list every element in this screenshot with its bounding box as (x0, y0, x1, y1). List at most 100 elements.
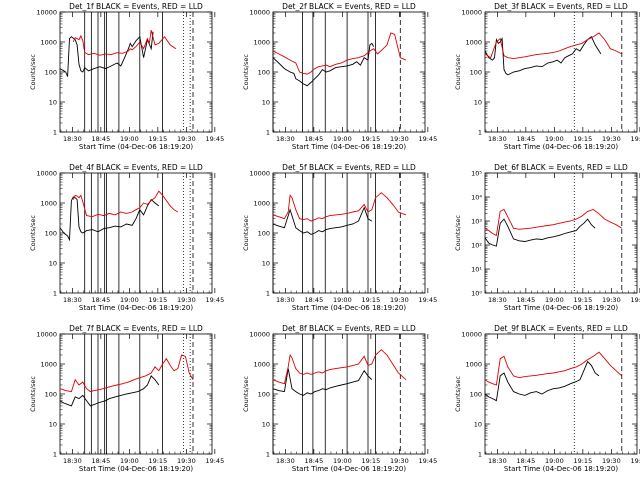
events-series (272, 42, 375, 87)
y-tick-label: 100 (45, 69, 57, 77)
y-tick-label: 1 (53, 451, 57, 459)
y-tick-label: 10000 (249, 170, 270, 178)
events-series (484, 36, 602, 76)
x-tick-label: 19:45 (418, 296, 437, 304)
x-tick-label: 18:30 (276, 135, 295, 143)
lld-series (484, 32, 623, 60)
y-axis-label: Counts/sec (454, 376, 462, 412)
chart-panel-2: Det_2f BLACK = Events, RED = LLD 1 10 100 10… (242, 2, 437, 151)
y-tick-label: 10¹ (471, 266, 482, 274)
lld-series (272, 192, 407, 222)
x-tick-label: 19:00 (545, 296, 564, 304)
x-tick-label: 18:45 (304, 457, 323, 465)
lld-series (272, 32, 407, 75)
plot-frame (484, 333, 638, 455)
x-tick-label: 19:00 (120, 296, 139, 304)
y-tick-label: 1000 (465, 361, 482, 369)
x-tick-label: 19:30 (602, 296, 621, 304)
x-tick-label: 18:45 (304, 296, 323, 304)
y-tick-label: 10⁵ (471, 170, 482, 178)
y-tick-label: 10 (262, 421, 270, 429)
y-tick-label: 10³ (471, 218, 482, 226)
y-tick-label: 10 (474, 421, 482, 429)
plot-frame (484, 11, 638, 133)
y-tick-label: 10 (49, 99, 57, 107)
x-axis-label: Start Time (04-Dec-06 18:19:20) (79, 143, 193, 151)
x-axis-label: Start Time (04-Dec-06 18:19:20) (292, 143, 406, 151)
x-tick-label: 19:30 (177, 135, 196, 143)
x-tick-label: 19:00 (545, 457, 564, 465)
y-tick-label: 10 (474, 99, 482, 107)
chart-panel-1: Det_1f BLACK = Events, RED = LLD 1 10 100 10… (29, 2, 224, 151)
x-tick-label: 18:30 (63, 296, 82, 304)
y-tick-label: 10² (471, 242, 482, 250)
y-tick-label: 100 (258, 69, 270, 77)
events-series (484, 360, 600, 402)
x-tick-label: 19:15 (573, 135, 592, 143)
x-tick-label: 18:45 (516, 296, 535, 304)
plot-frame (272, 11, 426, 133)
y-tick-label: 1000 (253, 200, 270, 208)
chart-panel-5: Det_5f BLACK = Events, RED = LLD 1 10 100 10… (242, 163, 437, 312)
x-tick-label: 19:00 (333, 296, 352, 304)
x-tick-label: 19:15 (573, 457, 592, 465)
x-tick-label: 19:30 (602, 457, 621, 465)
y-tick-label: 1 (53, 290, 57, 298)
y-tick-label: 10 (262, 99, 270, 107)
x-tick-label: 18:30 (488, 457, 507, 465)
y-tick-label: 10000 (461, 9, 482, 17)
x-axis-label: Start Time (04-Dec-06 18:19:20) (504, 465, 618, 473)
x-tick-label: 19:45 (630, 296, 640, 304)
lld-series (484, 208, 623, 237)
x-tick-label: 18:45 (91, 135, 110, 143)
x-tick-label: 19:15 (361, 135, 380, 143)
events-series (272, 206, 373, 235)
x-tick-label: 19:45 (205, 296, 224, 304)
y-axis-label: Counts/sec (29, 376, 37, 412)
y-tick-label: 1 (266, 451, 270, 459)
y-axis-label: Counts/sec (29, 215, 37, 251)
x-tick-label: 18:30 (63, 135, 82, 143)
y-tick-label: 100 (45, 391, 57, 399)
y-tick-label: 1 (266, 290, 270, 298)
y-tick-label: 100 (258, 230, 270, 238)
x-tick-label: 19:45 (418, 457, 437, 465)
plot-frame (272, 333, 426, 455)
x-tick-label: 19:15 (148, 135, 167, 143)
lld-series (72, 29, 177, 56)
y-tick-label: 1 (478, 451, 482, 459)
x-tick-label: 19:00 (545, 135, 564, 143)
x-tick-label: 19:15 (361, 296, 380, 304)
x-axis-label: Start Time (04-Dec-06 18:19:20) (79, 465, 193, 473)
chart-title: Det_5f BLACK = Events, RED = LLD (282, 163, 416, 172)
chart-title: Det_3f BLACK = Events, RED = LLD (494, 2, 628, 11)
x-tick-label: 18:45 (516, 135, 535, 143)
x-tick-label: 18:45 (516, 457, 535, 465)
x-tick-label: 19:45 (205, 457, 224, 465)
x-tick-label: 19:15 (148, 457, 167, 465)
x-tick-label: 19:00 (333, 457, 352, 465)
y-tick-label: 10⁴ (471, 194, 482, 202)
x-tick-label: 18:45 (304, 135, 323, 143)
x-tick-label: 18:45 (91, 457, 110, 465)
y-axis-label: Counts/sec (242, 54, 250, 90)
chart-panel-6: Det_6f BLACK = Events, RED = LLD 10⁰ 10¹ 10… (454, 163, 640, 312)
y-tick-label: 10000 (36, 170, 57, 178)
y-tick-label: 1000 (40, 39, 57, 47)
y-tick-label: 10000 (36, 9, 57, 17)
y-tick-label: 10000 (36, 331, 57, 339)
x-tick-label: 18:30 (488, 135, 507, 143)
chart-panel-4: Det_4f BLACK = Events, RED = LLD 1 10 100 10… (29, 163, 224, 312)
y-tick-label: 10000 (249, 9, 270, 17)
x-tick-label: 19:00 (120, 457, 139, 465)
y-tick-label: 10 (262, 260, 270, 268)
chart-panel-7: Det_7f BLACK = Events, RED = LLD 1 10 100 10… (29, 324, 224, 473)
x-tick-label: 18:30 (276, 457, 295, 465)
chart-panel-8: Det_8f BLACK = Events, RED = LLD 1 10 100 10… (242, 324, 437, 473)
y-tick-label: 1000 (40, 200, 57, 208)
events-series (484, 218, 596, 247)
y-tick-label: 100 (470, 391, 482, 399)
y-tick-label: 1000 (253, 39, 270, 47)
y-axis-label: Counts/sec (242, 215, 250, 251)
